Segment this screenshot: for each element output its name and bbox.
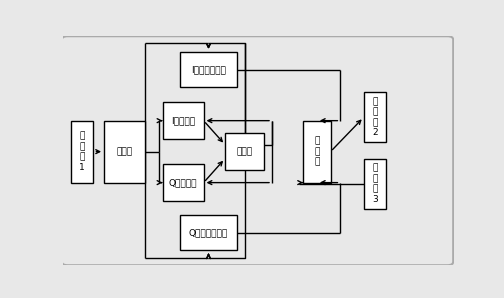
Text: I路相关器: I路相关器 bbox=[171, 116, 195, 125]
Text: 移相器: 移相器 bbox=[116, 147, 133, 156]
Text: 耦
合
器
3: 耦 合 器 3 bbox=[372, 164, 378, 204]
FancyBboxPatch shape bbox=[62, 36, 453, 265]
Text: I路可调衰减器: I路可调衰减器 bbox=[191, 65, 226, 74]
FancyBboxPatch shape bbox=[364, 159, 387, 209]
FancyBboxPatch shape bbox=[163, 164, 204, 201]
Text: 控制器: 控制器 bbox=[236, 147, 253, 156]
Text: 耦
合
器
2: 耦 合 器 2 bbox=[372, 97, 378, 137]
Text: Q路可调衰减器: Q路可调衰减器 bbox=[189, 228, 228, 237]
Text: 合
成
器: 合 成 器 bbox=[314, 137, 320, 167]
FancyBboxPatch shape bbox=[303, 121, 331, 183]
FancyBboxPatch shape bbox=[180, 215, 237, 250]
Text: Q路相关器: Q路相关器 bbox=[169, 178, 198, 187]
FancyBboxPatch shape bbox=[180, 52, 237, 87]
FancyBboxPatch shape bbox=[225, 133, 264, 170]
FancyBboxPatch shape bbox=[163, 102, 204, 139]
FancyBboxPatch shape bbox=[104, 121, 145, 183]
FancyBboxPatch shape bbox=[364, 92, 387, 142]
Text: 耦
合
器
1: 耦 合 器 1 bbox=[79, 131, 85, 172]
FancyBboxPatch shape bbox=[71, 121, 93, 183]
